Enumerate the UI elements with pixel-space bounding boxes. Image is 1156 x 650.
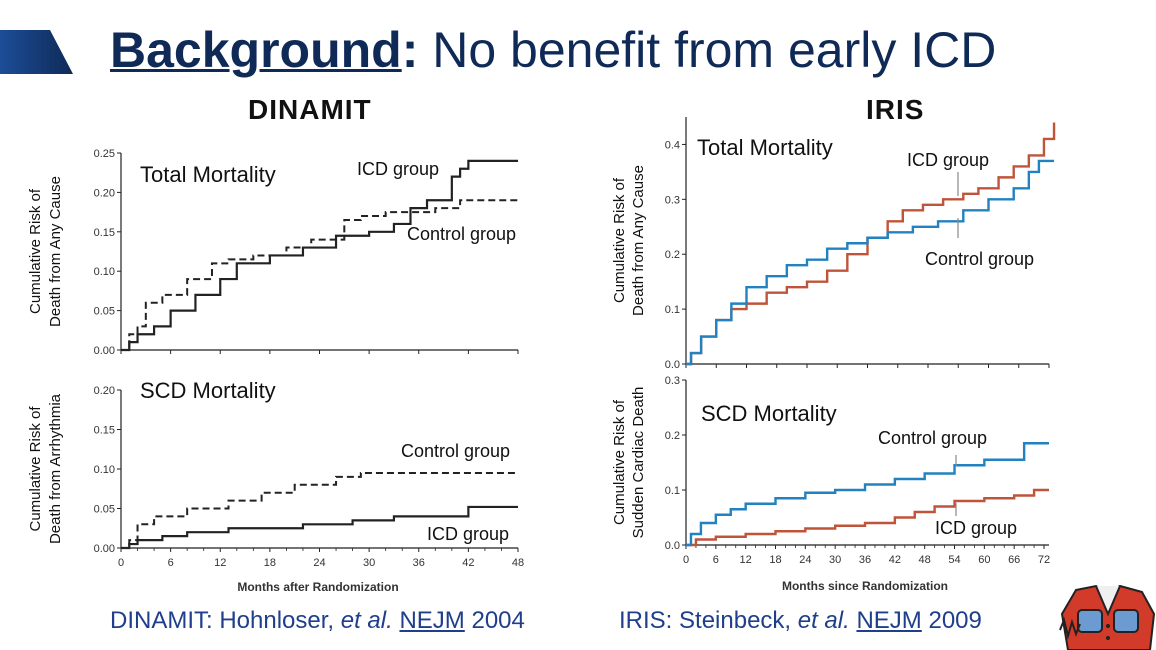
iris_scd-xtick-label: 72 bbox=[1038, 554, 1050, 566]
dinamit_scd-ytick-label: 0.15 bbox=[94, 425, 115, 437]
iris_scd-xtick-label: 12 bbox=[740, 554, 752, 566]
dinamit_total-ytick-label: 0.00 bbox=[94, 345, 115, 357]
dinamit_scd-ytick-label: 0.05 bbox=[94, 504, 115, 516]
dinamit_total-control-group-line bbox=[121, 199, 518, 351]
iris_scd-xtick-label: 18 bbox=[769, 554, 781, 566]
dinamit_total-ylabel-line2: Death from Any Cause bbox=[47, 176, 64, 327]
dinamit_total-icd-group-line bbox=[121, 159, 518, 352]
iris_scd-ytick-label: 0.2 bbox=[665, 430, 680, 442]
dinamit_scd-xtick-label: 42 bbox=[462, 557, 474, 569]
dinamit_scd-control-group-label: Control group bbox=[401, 441, 510, 461]
iris_scd-xtick-label: 0 bbox=[683, 554, 689, 566]
iris_scd-icd-group-line bbox=[686, 488, 1049, 547]
iris_total-ylabel-line1: Cumulative Risk of bbox=[611, 177, 628, 303]
dinamit_scd-ytick-label: 0.10 bbox=[94, 464, 115, 476]
dinamit_scd-ytick-label: 0.00 bbox=[94, 543, 115, 555]
iris_scd-icd-group-label: ICD group bbox=[935, 518, 1017, 538]
dinamit_scd-icd-group-line bbox=[121, 505, 518, 550]
iris_scd-control-group-line bbox=[686, 442, 1049, 547]
title-keyword: Background bbox=[110, 22, 402, 78]
iris_total-ytick-label: 0.4 bbox=[665, 139, 680, 151]
dinamit_scd-xtick-label: 30 bbox=[363, 557, 375, 569]
dinamit_scd-title: SCD Mortality bbox=[140, 378, 276, 403]
dinamit_scd-icd-group-label: ICD group bbox=[427, 524, 509, 544]
iris_scd-ytick-label: 0.1 bbox=[665, 485, 680, 497]
dinamit_scd-control-group-line bbox=[121, 471, 518, 549]
citation-iris-prefix: IRIS: Steinbeck, bbox=[619, 607, 798, 634]
iris-panel-title: IRIS bbox=[866, 94, 925, 125]
citation-dinamit: DINAMIT: Hohnloser, et al. NEJM 2004 bbox=[110, 607, 525, 635]
citation-dinamit-etal: et al. bbox=[340, 607, 393, 634]
dinamit_total-ytick-label: 0.15 bbox=[94, 227, 115, 239]
iris_scd-ytick-label: 0.0 bbox=[665, 540, 680, 552]
iris_total-ytick-label: 0.0 bbox=[665, 359, 680, 371]
slide-title: Background: No benefit from early ICD bbox=[110, 18, 996, 82]
iris_scd-ylabel-line2: Sudden Cardiac Death bbox=[630, 387, 647, 539]
dinamit_total-title: Total Mortality bbox=[140, 162, 276, 187]
citation-dinamit-journal: NEJM bbox=[399, 607, 465, 634]
accent-bar bbox=[0, 30, 73, 74]
title-colon: : bbox=[401, 22, 419, 78]
dinamit_scd-xtick-label: 48 bbox=[512, 557, 524, 569]
iris_scd-ytick-label: 0.3 bbox=[665, 375, 680, 387]
iris_total-control-group-label: Control group bbox=[925, 249, 1034, 269]
citation-iris-etal: et al. bbox=[797, 607, 850, 634]
iris_scd-xtick-label: 48 bbox=[919, 554, 931, 566]
iris_scd-control-group-label: Control group bbox=[878, 428, 987, 448]
citation-iris: IRIS: Steinbeck, et al. NEJM 2009 bbox=[619, 607, 982, 635]
iris_total-title: Total Mortality bbox=[697, 135, 833, 160]
dinamit_total-ylabel-line1: Cumulative Risk of bbox=[27, 188, 44, 314]
citation-dinamit-year: 2004 bbox=[464, 607, 525, 634]
dinamit_total-icd-group-label: ICD group bbox=[357, 159, 439, 179]
dinamit-panel-title: DINAMIT bbox=[248, 94, 372, 125]
iris_total-control-group-line bbox=[686, 159, 1055, 366]
iris_scd-title: SCD Mortality bbox=[701, 401, 837, 426]
dinamit_scd-xtick-label: 18 bbox=[264, 557, 276, 569]
iris_scd-xtick-label: 66 bbox=[1008, 554, 1020, 566]
dinamit_scd-xtick-label: 36 bbox=[413, 557, 425, 569]
mascot-logo-icon bbox=[1059, 584, 1156, 650]
dinamit_total-ytick-label: 0.20 bbox=[94, 187, 115, 199]
title-rest: No benefit from early ICD bbox=[418, 22, 997, 78]
dinamit_scd-ylabel-line1: Cumulative Risk of bbox=[27, 406, 44, 532]
citation-dinamit-prefix: DINAMIT: Hohnloser, bbox=[110, 607, 341, 634]
iris_scd-xtick-label: 24 bbox=[799, 554, 811, 566]
iris_total-ytick-label: 0.2 bbox=[665, 249, 680, 261]
iris_scd-xtick-label: 6 bbox=[713, 554, 719, 566]
iris_total-ylabel-line2: Death from Any Cause bbox=[630, 165, 647, 316]
iris_total-ytick-label: 0.3 bbox=[665, 194, 680, 206]
iris_total-ytick-label: 0.1 bbox=[665, 304, 680, 316]
iris_scd-xtick-label: 36 bbox=[859, 554, 871, 566]
iris_total-icd-group-label: ICD group bbox=[907, 150, 989, 170]
iris_scd-xtick-label: 42 bbox=[889, 554, 901, 566]
dinamit_total-ytick-label: 0.25 bbox=[94, 148, 115, 160]
citation-iris-journal: NEJM bbox=[856, 607, 922, 634]
iris_scd-xtick-label: 30 bbox=[829, 554, 841, 566]
dinamit_total-control-group-label: Control group bbox=[407, 224, 516, 244]
dinamit_scd-xtick-label: 0 bbox=[118, 557, 124, 569]
citation-iris-year: 2009 bbox=[921, 607, 982, 634]
dinamit_total-ytick-label: 0.05 bbox=[94, 306, 115, 318]
dinamit_scd-xtick-label: 6 bbox=[168, 557, 174, 569]
iris_scd-xtick-label: 54 bbox=[948, 554, 960, 566]
iris_scd-xlabel: Months since Randomization bbox=[782, 579, 948, 593]
iris_scd-ylabel-line1: Cumulative Risk of bbox=[611, 399, 628, 525]
dinamit_scd-ytick-label: 0.20 bbox=[94, 385, 115, 397]
iris_scd-xtick-label: 60 bbox=[978, 554, 990, 566]
dinamit_total-ytick-label: 0.10 bbox=[94, 266, 115, 278]
dinamit_scd-xtick-label: 24 bbox=[313, 557, 325, 569]
dinamit_scd-xlabel: Months after Randomization bbox=[237, 580, 398, 594]
dinamit_scd-xtick-label: 12 bbox=[214, 557, 226, 569]
dinamit_scd-ylabel-line2: Death from Arrhythmia bbox=[47, 393, 64, 544]
